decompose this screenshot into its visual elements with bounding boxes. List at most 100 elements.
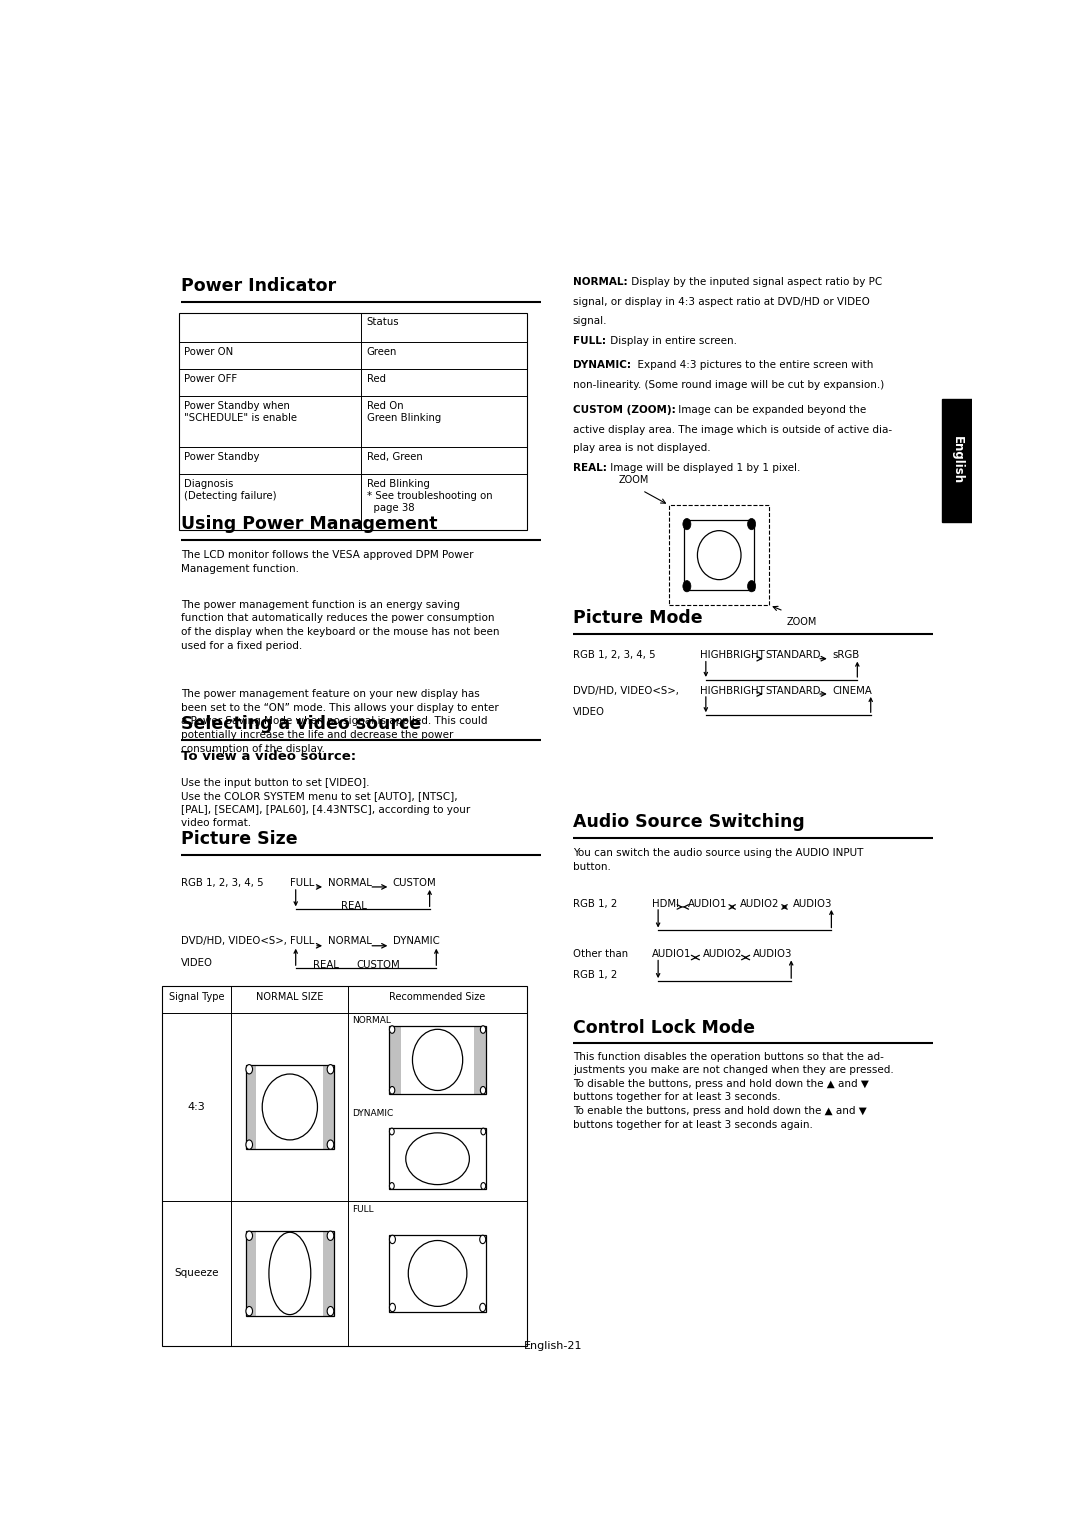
Text: Display in entire screen.: Display in entire screen. bbox=[607, 336, 737, 347]
Text: Expand 4:3 pictures to the entire screen with: Expand 4:3 pictures to the entire screen… bbox=[632, 359, 874, 370]
Text: The power management function is an energy saving
function that automatically re: The power management function is an ener… bbox=[181, 601, 500, 651]
Text: Green: Green bbox=[367, 347, 397, 358]
Text: Power ON: Power ON bbox=[185, 347, 233, 358]
Circle shape bbox=[481, 1128, 486, 1135]
Text: AUDIO1: AUDIO1 bbox=[652, 949, 691, 960]
Text: This function disables the operation buttons so that the ad-
justments you make : This function disables the operation but… bbox=[572, 1051, 893, 1129]
Circle shape bbox=[327, 1140, 334, 1149]
Text: English-21: English-21 bbox=[524, 1340, 583, 1351]
Text: signal, or display in 4:3 aspect ratio at DVD/HD or VIDEO: signal, or display in 4:3 aspect ratio a… bbox=[572, 298, 869, 307]
Bar bbox=[246, 1065, 334, 1149]
Text: Selecting a video source: Selecting a video source bbox=[181, 715, 421, 733]
Text: non-linearity. (Some round image will be cut by expansion.): non-linearity. (Some round image will be… bbox=[572, 380, 885, 390]
Bar bbox=[246, 1232, 334, 1316]
Circle shape bbox=[481, 1183, 486, 1189]
Text: STANDARD: STANDARD bbox=[766, 651, 821, 660]
Bar bbox=[474, 1025, 486, 1094]
Text: RGB 1, 2, 3, 4, 5: RGB 1, 2, 3, 4, 5 bbox=[181, 877, 264, 888]
Bar bbox=[323, 1232, 334, 1316]
Text: CUSTOM (ZOOM):: CUSTOM (ZOOM): bbox=[572, 405, 675, 414]
Text: DYNAMIC:: DYNAMIC: bbox=[572, 359, 631, 370]
Text: DVD/HD, VIDEO<S>,: DVD/HD, VIDEO<S>, bbox=[572, 686, 678, 695]
Text: Control Lock Mode: Control Lock Mode bbox=[572, 1019, 755, 1036]
Circle shape bbox=[747, 518, 756, 530]
Text: RGB 1, 2: RGB 1, 2 bbox=[572, 898, 617, 909]
Text: Red: Red bbox=[367, 374, 386, 384]
Text: FULL: FULL bbox=[289, 937, 314, 946]
Circle shape bbox=[246, 1065, 253, 1074]
Circle shape bbox=[390, 1303, 395, 1311]
Text: AUDIO1: AUDIO1 bbox=[688, 898, 728, 909]
Text: NORMAL SIZE: NORMAL SIZE bbox=[256, 992, 324, 1002]
Text: Image will be displayed 1 by 1 pixel.: Image will be displayed 1 by 1 pixel. bbox=[607, 463, 800, 474]
Circle shape bbox=[390, 1025, 395, 1033]
Circle shape bbox=[683, 581, 691, 591]
Text: FULL:: FULL: bbox=[572, 336, 606, 347]
Text: Recommended Size: Recommended Size bbox=[390, 992, 486, 1002]
Bar bbox=[323, 1065, 334, 1149]
Bar bbox=[162, 986, 527, 1346]
Text: VIDEO: VIDEO bbox=[181, 958, 213, 967]
Text: NORMAL: NORMAL bbox=[327, 877, 372, 888]
Text: ZOOM: ZOOM bbox=[619, 475, 649, 484]
Bar bbox=[390, 1025, 401, 1094]
Text: REAL:: REAL: bbox=[572, 463, 607, 474]
Circle shape bbox=[390, 1128, 394, 1135]
Text: English: English bbox=[950, 437, 963, 484]
Bar bbox=[178, 313, 527, 530]
Text: signal.: signal. bbox=[572, 316, 607, 327]
Text: You can switch the audio source using the AUDIO INPUT
button.: You can switch the audio source using th… bbox=[572, 848, 863, 871]
Text: DYNAMIC: DYNAMIC bbox=[393, 937, 440, 946]
Bar bbox=[684, 520, 754, 590]
Text: Squeeze: Squeeze bbox=[174, 1268, 219, 1279]
Text: AUDIO2: AUDIO2 bbox=[702, 949, 742, 960]
Text: STANDARD: STANDARD bbox=[766, 686, 821, 695]
Circle shape bbox=[480, 1235, 486, 1244]
Bar bbox=[390, 1128, 486, 1189]
Circle shape bbox=[246, 1140, 253, 1149]
Text: HIGHBRIGHT: HIGHBRIGHT bbox=[700, 686, 765, 695]
Text: DVD/HD, VIDEO<S>,: DVD/HD, VIDEO<S>, bbox=[181, 937, 287, 946]
Circle shape bbox=[481, 1025, 486, 1033]
Text: Red, Green: Red, Green bbox=[367, 452, 422, 461]
Circle shape bbox=[246, 1232, 253, 1241]
Text: FULL: FULL bbox=[352, 1204, 375, 1213]
Text: AUDIO2: AUDIO2 bbox=[740, 898, 780, 909]
Circle shape bbox=[481, 1086, 486, 1094]
Text: REAL: REAL bbox=[341, 902, 367, 911]
Circle shape bbox=[327, 1232, 334, 1241]
Text: CINEMA: CINEMA bbox=[833, 686, 872, 695]
Text: Other than: Other than bbox=[572, 949, 627, 960]
Text: play area is not displayed.: play area is not displayed. bbox=[572, 443, 711, 454]
Text: Power OFF: Power OFF bbox=[185, 374, 238, 384]
Circle shape bbox=[390, 1235, 395, 1244]
Text: NORMAL:: NORMAL: bbox=[572, 278, 627, 287]
Text: Picture Mode: Picture Mode bbox=[572, 610, 702, 628]
Text: Power Indicator: Power Indicator bbox=[181, 278, 336, 295]
Text: Red Blinking
* See troubleshooting on
  page 38: Red Blinking * See troubleshooting on pa… bbox=[367, 478, 492, 513]
Circle shape bbox=[747, 581, 756, 591]
Text: Power Standby: Power Standby bbox=[185, 452, 260, 461]
Text: The power management feature on your new display has
been set to the “ON” mode. : The power management feature on your new… bbox=[181, 689, 499, 753]
Circle shape bbox=[327, 1065, 334, 1074]
Circle shape bbox=[327, 1306, 334, 1316]
Text: RGB 1, 2: RGB 1, 2 bbox=[572, 970, 617, 981]
Text: active display area. The image which is outside of active dia-: active display area. The image which is … bbox=[572, 425, 892, 434]
Text: AUDIO3: AUDIO3 bbox=[753, 949, 792, 960]
Text: sRGB: sRGB bbox=[833, 651, 860, 660]
Bar bbox=[390, 1235, 486, 1311]
Text: Using Power Management: Using Power Management bbox=[181, 515, 437, 533]
Text: Signal Type: Signal Type bbox=[168, 992, 225, 1002]
Circle shape bbox=[390, 1183, 394, 1189]
Text: ZOOM: ZOOM bbox=[786, 617, 816, 626]
Text: Image can be expanded beyond the: Image can be expanded beyond the bbox=[675, 405, 866, 414]
Text: Use the input button to set [VIDEO].
Use the COLOR SYSTEM menu to set [AUTO], [N: Use the input button to set [VIDEO]. Use… bbox=[181, 778, 470, 828]
Circle shape bbox=[683, 518, 691, 530]
Text: Display by the inputed signal aspect ratio by PC: Display by the inputed signal aspect rat… bbox=[627, 278, 882, 287]
Text: HIGHBRIGHT: HIGHBRIGHT bbox=[700, 651, 765, 660]
Text: The LCD monitor follows the VESA approved DPM Power
Management function.: The LCD monitor follows the VESA approve… bbox=[181, 550, 473, 575]
Text: Diagnosis
(Detecting failure): Diagnosis (Detecting failure) bbox=[185, 478, 276, 501]
Bar bbox=[390, 1025, 486, 1094]
Bar bbox=[669, 506, 769, 605]
Text: Picture Size: Picture Size bbox=[181, 830, 298, 848]
